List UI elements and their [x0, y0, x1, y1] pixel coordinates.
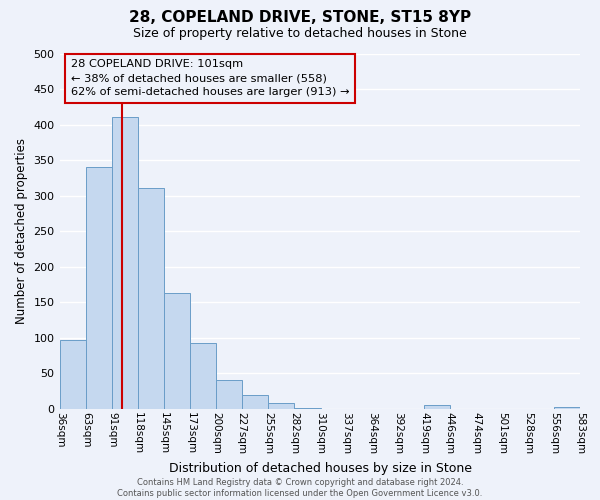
- Bar: [86, 167, 112, 409]
- Bar: [60, 340, 86, 409]
- X-axis label: Distribution of detached houses by size in Stone: Distribution of detached houses by size …: [169, 462, 472, 475]
- Bar: [268, 403, 294, 409]
- Text: Size of property relative to detached houses in Stone: Size of property relative to detached ho…: [133, 28, 467, 40]
- Bar: [112, 117, 138, 409]
- Bar: [138, 188, 164, 409]
- Text: 28 COPELAND DRIVE: 101sqm
← 38% of detached houses are smaller (558)
62% of semi: 28 COPELAND DRIVE: 101sqm ← 38% of detac…: [71, 60, 349, 98]
- Bar: [216, 380, 242, 409]
- Bar: [294, 408, 320, 409]
- Bar: [424, 405, 450, 409]
- Bar: [242, 396, 268, 409]
- Y-axis label: Number of detached properties: Number of detached properties: [15, 138, 28, 324]
- Bar: [164, 293, 190, 409]
- Text: Contains HM Land Registry data © Crown copyright and database right 2024.
Contai: Contains HM Land Registry data © Crown c…: [118, 478, 482, 498]
- Text: 28, COPELAND DRIVE, STONE, ST15 8YP: 28, COPELAND DRIVE, STONE, ST15 8YP: [129, 10, 471, 25]
- Bar: [554, 406, 580, 409]
- Bar: [190, 343, 216, 409]
